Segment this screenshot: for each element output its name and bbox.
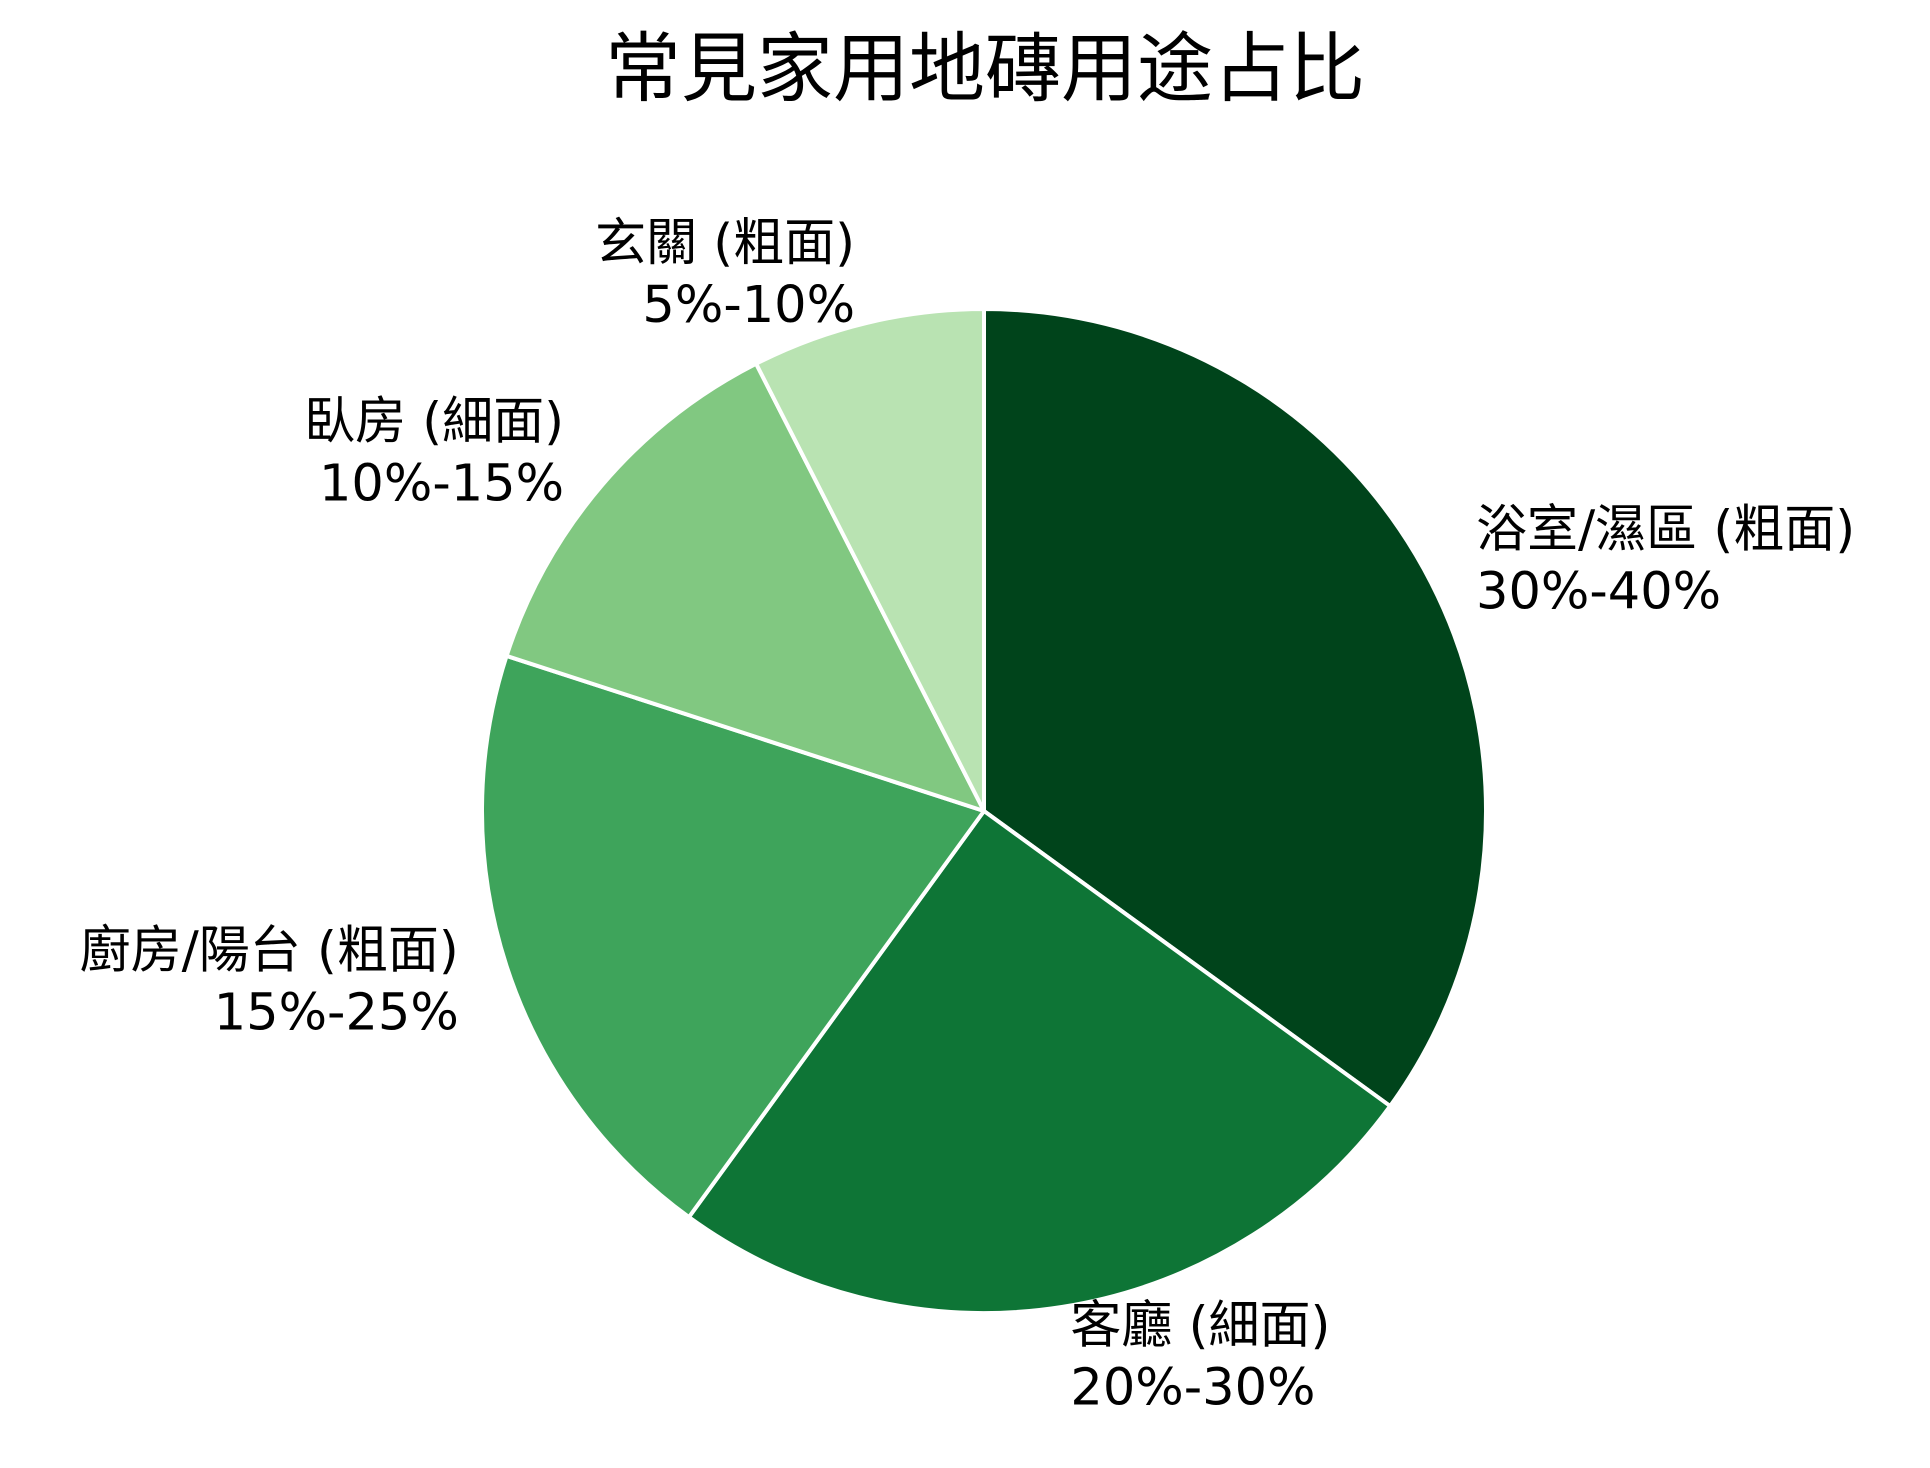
slice-label-range: 20%-30% (1070, 1358, 1315, 1417)
slice-label-range: 15%-25% (214, 984, 459, 1043)
chart-title: 常見家用地磚用途占比 (605, 24, 1365, 113)
pie-labels: 浴室/濕區 (粗面)30%-40% 客廳 (細面)20%-30% 廚房/陽台 (粗面… (80, 214, 1856, 1417)
slice-label-range: 30%-40% (1476, 562, 1721, 621)
pie-slices (480, 307, 1488, 1315)
pie-slice (686, 809, 1393, 1315)
pie-slice (480, 653, 986, 1220)
slice-label-range: 10%-15% (319, 454, 564, 513)
slice-label-name: 浴室/濕區 (粗面) (1476, 500, 1855, 559)
slice-label-name: 玄關 (粗面) (595, 214, 855, 273)
pie-slice (754, 307, 986, 813)
pie-slice (982, 307, 1488, 1109)
slice-label-name: 臥房 (細面) (304, 392, 564, 451)
slice-label-name: 客廳 (細面) (1070, 1296, 1330, 1355)
pie-slice (504, 361, 986, 813)
slice-label-name: 廚房/陽台 (粗面) (80, 922, 459, 981)
slice-label-range: 5%-10% (642, 276, 855, 335)
